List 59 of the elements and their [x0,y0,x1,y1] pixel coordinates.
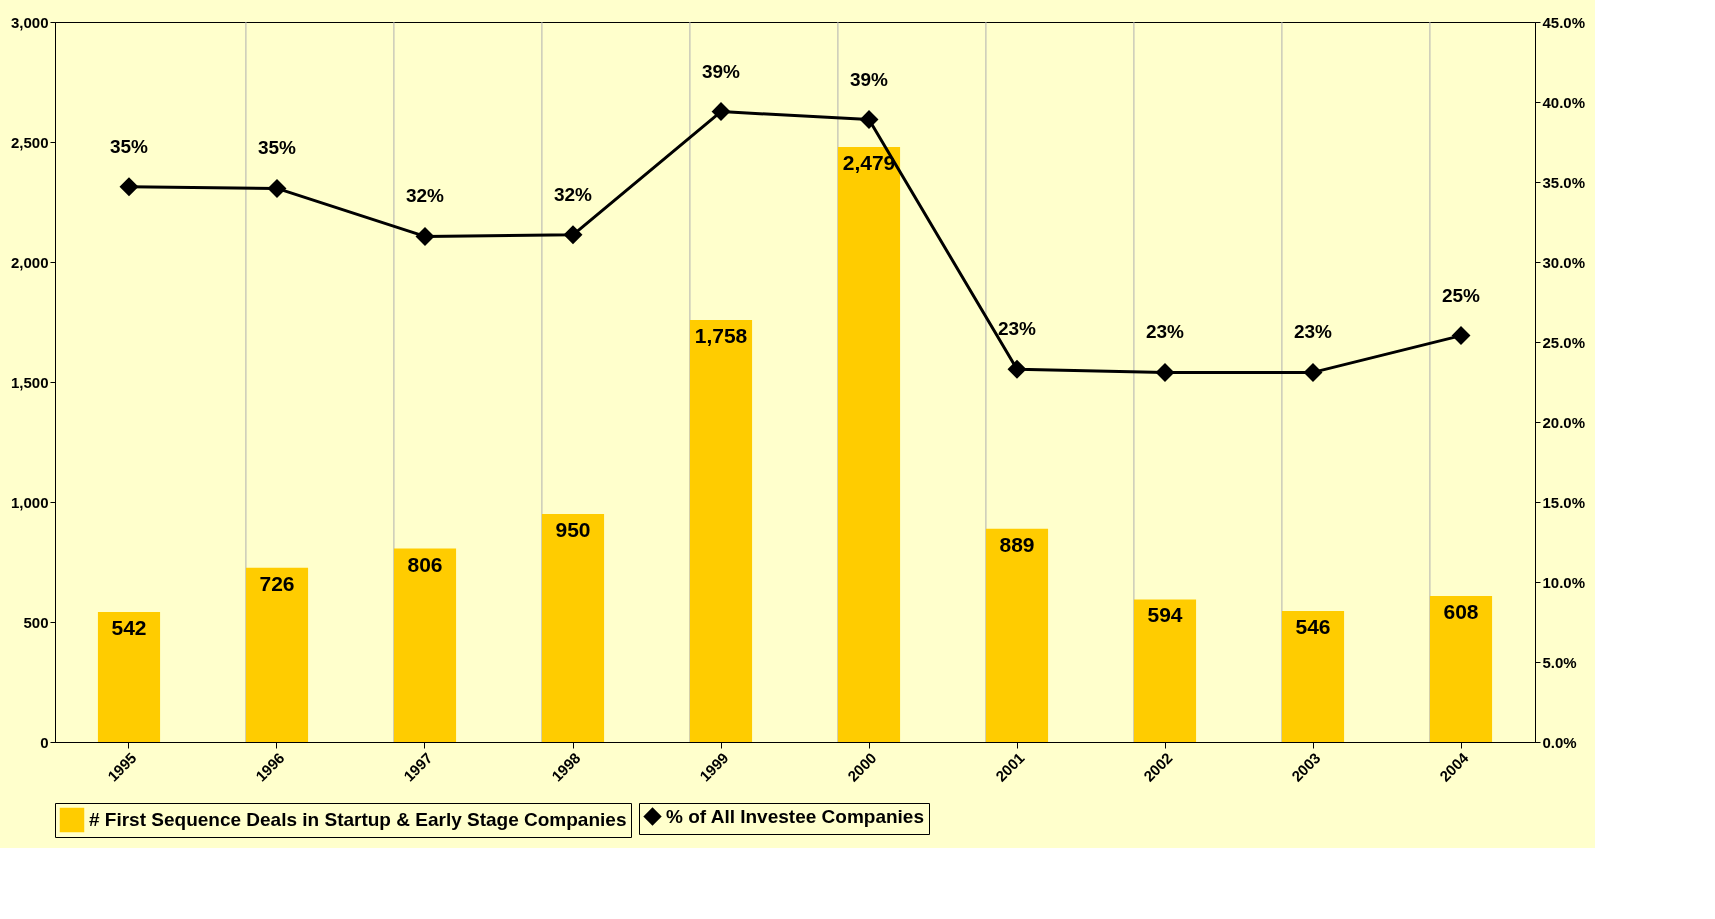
data-label: 32% [553,183,593,205]
data-label: 23% [997,318,1037,340]
y2-tick-label: 5.0% [1542,653,1577,671]
y-tick-label: 1,500 [10,373,49,391]
data-label: 594 [1147,603,1183,627]
bar [985,528,1049,742]
y-tick-label: 1,000 [10,493,49,511]
y-tick-label: 2,500 [10,133,49,151]
legend-label: % of All Investee Companies [666,805,924,827]
data-label: 2,479 [842,151,896,175]
data-label: 39% [849,68,889,90]
bar [541,514,605,742]
bar [97,611,161,742]
y-tick-label: 3,000 [10,13,49,31]
bar [689,320,753,742]
point [267,179,287,198]
y2-tick-label: 35.0% [1542,173,1586,191]
data-label: 546 [1295,614,1331,638]
legend-label: # First Sequence Deals in Startup & Early Stage Companies [89,809,627,830]
y2-tick-label: 40.0% [1542,93,1586,111]
data-label: 608 [1443,600,1479,624]
point [415,227,435,246]
data-label: 950 [555,518,591,541]
data-label: 23% [1293,321,1333,343]
data-label: 39% [701,60,741,82]
y2-tick-label: 10.0% [1542,573,1586,591]
point [563,225,583,244]
point [119,177,139,196]
data-label: 35% [257,137,297,159]
y-tick-label: 500 [23,613,49,631]
y2-tick-label: 15.0% [1542,493,1586,511]
data-label: 23% [1145,321,1185,343]
bar [1429,596,1493,742]
y2-tick-label: 0.0% [1542,733,1577,751]
point [1007,360,1027,379]
data-label: 1,758 [694,324,748,348]
point [1303,363,1323,382]
point [1155,363,1175,382]
y2-tick-label: 45.0% [1542,13,1586,31]
data-label: 726 [259,571,295,595]
point [711,102,731,121]
bar [1133,599,1197,742]
y-tick-label: 2,000 [10,253,49,271]
point [1451,326,1471,345]
y-tick-label: 0 [40,733,49,751]
bar [393,548,457,742]
data-label: 32% [405,185,445,207]
bar [837,147,901,742]
y2-tick-label: 20.0% [1542,413,1586,431]
data-label: 25% [1441,284,1481,306]
data-label: 35% [109,135,149,157]
data-label: 542 [111,615,147,639]
data-label: 806 [407,552,443,576]
point [859,110,879,129]
data-label: 889 [999,532,1035,556]
bar [245,567,309,742]
y2-tick-label: 25.0% [1542,333,1586,351]
bar [1281,610,1345,742]
y2-tick-label: 30.0% [1542,253,1586,271]
